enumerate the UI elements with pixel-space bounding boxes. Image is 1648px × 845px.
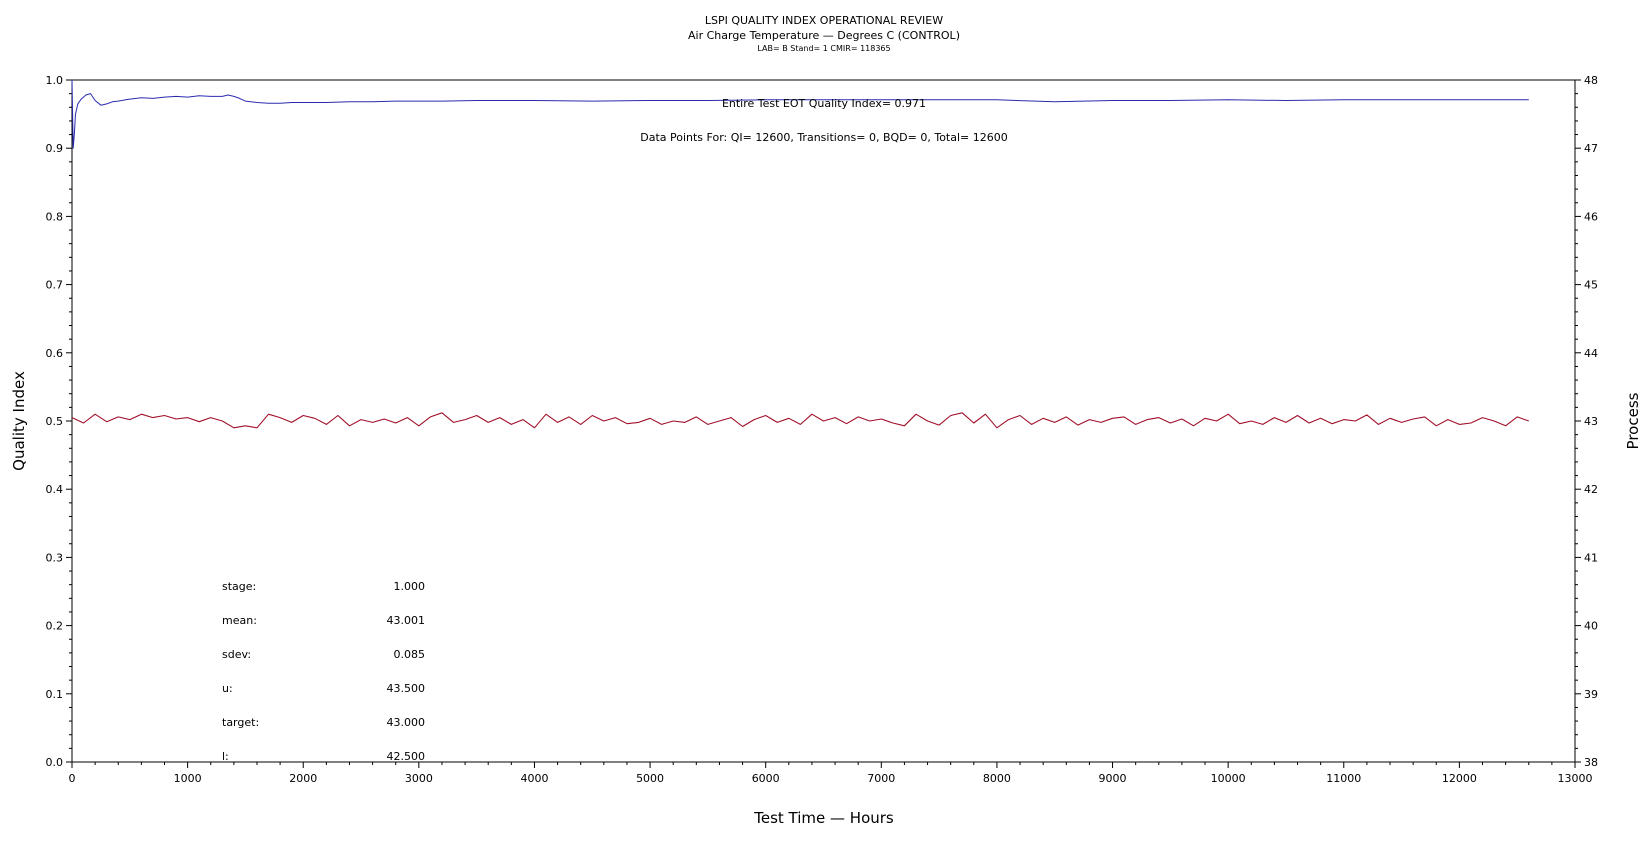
x-tick-label: 4000 [520, 772, 548, 785]
y2-tick-label: 48 [1584, 74, 1598, 87]
stat-value: 43.000 [387, 716, 426, 729]
data-points-annotation: Data Points For: QI= 12600, Transitions=… [640, 131, 1008, 144]
y-tick-label: 0.0 [46, 756, 64, 769]
stat-label: u: [222, 682, 233, 695]
stat-label: mean: [222, 614, 257, 627]
stat-label: target: [222, 716, 259, 729]
x-tick-label: 10000 [1211, 772, 1246, 785]
x-tick-label: 1000 [174, 772, 202, 785]
y-tick-label: 0.1 [46, 688, 64, 701]
y2-tick-label: 42 [1584, 483, 1598, 496]
x-tick-label: 3000 [405, 772, 433, 785]
x-tick-label: 11000 [1326, 772, 1361, 785]
y-tick-label: 0.9 [46, 142, 64, 155]
y-axis-right: 38 39 40 41 42 43 44 45 46 47 48 [1575, 74, 1598, 769]
chart-subtitle: Air Charge Temperature — Degrees C (CONT… [688, 29, 960, 42]
stat-value: 43.500 [387, 682, 426, 695]
x-axis: 0 1000 2000 3000 4000 5000 6000 7000 8000 9000 100… [69, 762, 1593, 785]
chart-subheader: LAB= B Stand= 1 CMIR= 118365 [757, 44, 890, 53]
y2-tick-label: 46 [1584, 210, 1598, 223]
x-axis-title: Test Time — Hours [753, 809, 894, 827]
y-tick-label: 0.5 [46, 415, 64, 428]
y2-tick-label: 41 [1584, 551, 1598, 564]
x-tick-label: 2000 [289, 772, 317, 785]
y-tick-label: 1.0 [46, 74, 64, 87]
eot-quality-index-annotation: Entire Test EOT Quality Index= 0.971 [722, 97, 926, 110]
x-tick-label: 0 [69, 772, 76, 785]
y2-tick-label: 44 [1584, 347, 1598, 360]
stat-value: 43.001 [387, 614, 426, 627]
quality-index-series-line [71, 79, 1529, 149]
y-tick-label: 0.3 [46, 551, 64, 564]
x-tick-label: 5000 [636, 772, 664, 785]
x-tick-label: 8000 [983, 772, 1011, 785]
stat-label: sdev: [222, 648, 251, 661]
x-tick-label: 12000 [1442, 772, 1477, 785]
stat-label: l: [222, 750, 229, 763]
y-tick-label: 0.6 [46, 347, 64, 360]
y-axis-left: 0.0 0.1 0.2 0.3 0.4 0.5 0.6 0.7 0.8 0.9 1.0 [46, 74, 72, 769]
y-tick-label: 0.7 [46, 279, 64, 292]
x-tick-label: 6000 [752, 772, 780, 785]
y-tick-label: 0.8 [46, 210, 64, 223]
y2-tick-label: 40 [1584, 620, 1598, 633]
y2-tick-label: 45 [1584, 279, 1598, 292]
x-tick-label: 7000 [867, 772, 895, 785]
y-tick-label: 0.4 [46, 483, 64, 496]
series-layer [71, 79, 1529, 429]
stat-value: 1.000 [394, 580, 426, 593]
y2-axis-title: Process [1624, 392, 1642, 449]
process-series-line [71, 412, 1529, 429]
y2-tick-label: 38 [1584, 756, 1598, 769]
stat-value: 42.500 [387, 750, 426, 763]
x-tick-label: 13000 [1558, 772, 1593, 785]
y-axis-title: Quality Index [10, 371, 28, 471]
x-tick-label: 9000 [1099, 772, 1127, 785]
chart-title: LSPI QUALITY INDEX OPERATIONAL REVIEW [705, 14, 943, 27]
stat-label: stage: [222, 580, 256, 593]
y-tick-label: 0.2 [46, 620, 64, 633]
y2-tick-label: 43 [1584, 415, 1598, 428]
y2-tick-label: 47 [1584, 142, 1598, 155]
y2-tick-label: 39 [1584, 688, 1598, 701]
stat-value: 0.085 [394, 648, 426, 661]
stats-block: stage: 1.000 mean: 43.001 sdev: 0.085 u: 43.500… [222, 580, 425, 763]
